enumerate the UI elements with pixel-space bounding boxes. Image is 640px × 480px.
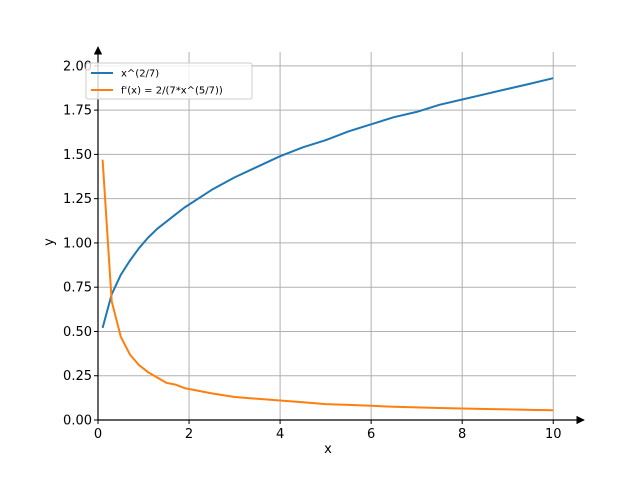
x-tick-label: 10 — [545, 427, 562, 442]
y-tick-label: 0.75 — [63, 281, 92, 296]
y-axis-label: y — [42, 238, 57, 246]
y-tick-label: 2.00 — [63, 59, 92, 74]
y-tick-label: 1.50 — [63, 148, 92, 163]
y-tick-label: 0.50 — [63, 325, 92, 340]
x-tick-label: 8 — [458, 427, 466, 442]
y-tick-label: 1.75 — [63, 104, 92, 119]
y-tick-label: 0.00 — [63, 414, 92, 429]
series-layer — [101, 77, 554, 412]
x-tick-label: 4 — [276, 427, 284, 442]
legend-label: x^(2/7) — [121, 69, 159, 80]
series-line-1 — [101, 77, 554, 329]
x-tick-label: 2 — [185, 427, 193, 442]
legend: x^(2/7) f'(x) = 2/(7*x^(5/7)) — [85, 62, 253, 100]
y-tick-label: 1.25 — [63, 192, 92, 207]
legend-label: f'(x) = 2/(7*x^(5/7)) — [121, 86, 223, 97]
x-axis-label: x — [324, 442, 332, 457]
series-line-2 — [101, 159, 554, 412]
axes — [93, 46, 585, 425]
legend-box — [85, 62, 253, 100]
x-tick-label: 6 — [367, 427, 375, 442]
y-tick-label: 1.00 — [63, 236, 92, 251]
grid-lines — [97, 52, 576, 421]
tick-marks: 0 2 4 6 8 10 0.00 0.25 0.50 0.75 1.00 1.25 1.50 1.75 2… — [63, 59, 561, 442]
x-tick-label: 0 — [94, 427, 102, 442]
y-tick-label: 0.25 — [63, 369, 92, 384]
